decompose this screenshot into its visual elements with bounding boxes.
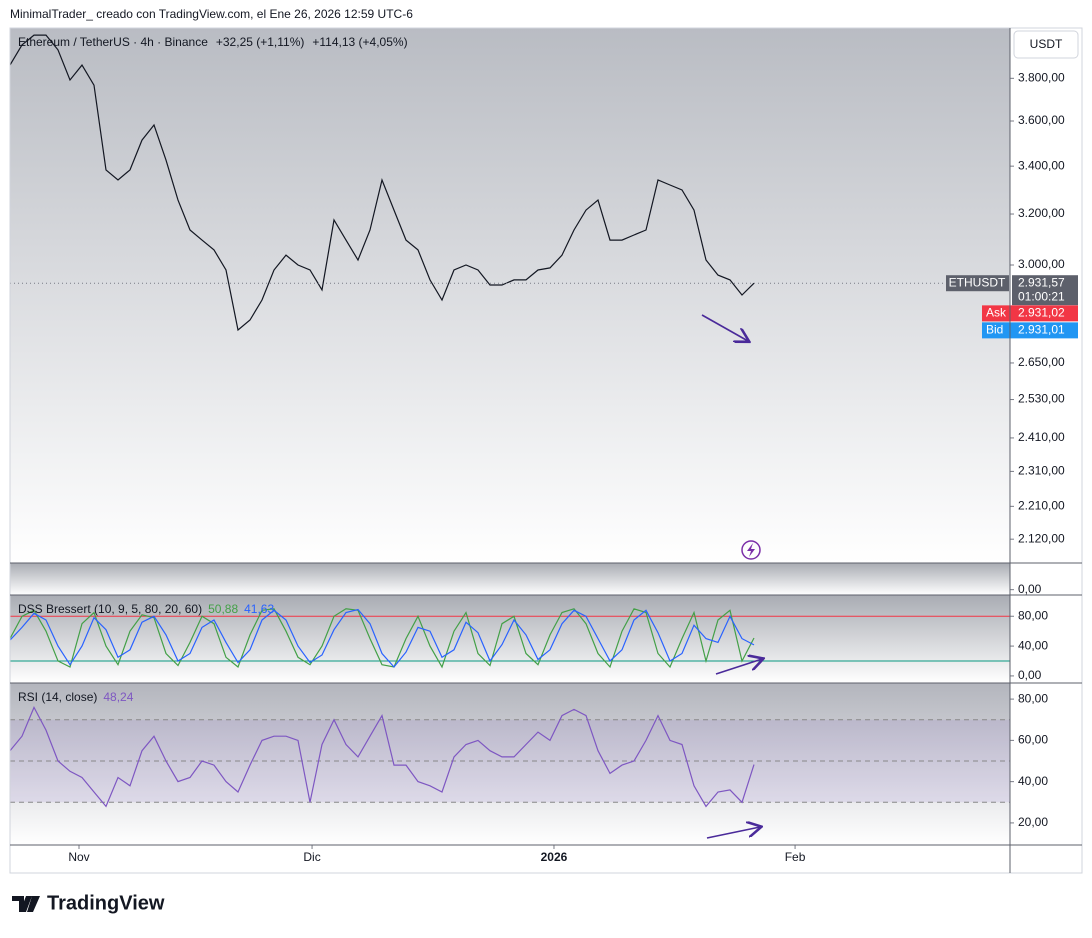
legend-value: 41,63 bbox=[244, 602, 274, 616]
empty-pane bbox=[10, 563, 1010, 595]
y-tick-label: 3.800,00 bbox=[1018, 70, 1065, 84]
x-tick-label: Nov bbox=[68, 850, 89, 864]
ask-box bbox=[982, 305, 1078, 322]
brand-name: TradingView bbox=[47, 892, 165, 914]
pane-title: DSS Bressert (10, 9, 5, 80, 20, 60) bbox=[18, 602, 202, 616]
annotation-arrow bbox=[706, 827, 760, 839]
series-line bbox=[9, 705, 755, 808]
y-tick-label: 3.400,00 bbox=[1018, 158, 1065, 172]
price-change: +114,13 (+4,05%) bbox=[312, 35, 407, 49]
brand-logo bbox=[12, 896, 40, 912]
pane-legend: Ethereum / TetherUS · 4h · Binance +32,25… bbox=[18, 35, 408, 49]
alert-bolt bbox=[747, 543, 755, 557]
y-tick-label: 20,00 bbox=[1018, 815, 1048, 829]
legend-value: 48,24 bbox=[103, 690, 133, 704]
annotation-arrow bbox=[715, 659, 762, 675]
symbol-tag bbox=[946, 275, 1009, 292]
price-pane bbox=[10, 28, 1010, 563]
x-tick-label: 2026 bbox=[541, 850, 568, 864]
series-line bbox=[9, 608, 755, 668]
y-tick-label: 40,00 bbox=[1018, 774, 1048, 788]
y-tick-label: 3.000,00 bbox=[1018, 257, 1065, 271]
price-change: +32,25 (+1,11%) bbox=[216, 35, 305, 49]
y-tick-label: 80,00 bbox=[1018, 691, 1048, 705]
last-price-box bbox=[1012, 275, 1078, 306]
y-tick-label: 0,00 bbox=[1018, 668, 1042, 682]
symbol-tag-text: ETHUSDT bbox=[949, 275, 1006, 289]
y-tick-label: 3.200,00 bbox=[1018, 206, 1065, 220]
bid-name: Bid bbox=[986, 323, 1003, 337]
y-tick-label: 2.530,00 bbox=[1018, 392, 1065, 406]
marks: Nov Dic 2026 Feb 3.800,00 3.600,00 3.400,00 3.2… bbox=[9, 34, 1078, 864]
series-line bbox=[9, 608, 755, 669]
countdown: 01:00:21 bbox=[1018, 289, 1065, 303]
ask-name: Ask bbox=[986, 306, 1007, 320]
rsi-pane bbox=[10, 683, 1010, 845]
x-tick-label: Feb bbox=[785, 850, 806, 864]
currency-label: USDT bbox=[1030, 37, 1063, 51]
y-tick-label: 40,00 bbox=[1018, 638, 1048, 652]
pane-title: Ethereum / TetherUS · 4h · Binance bbox=[18, 35, 208, 49]
pane-title: RSI (14, close) bbox=[18, 690, 97, 704]
y-tick-label: 0,00 bbox=[1018, 582, 1042, 596]
y-tick-label: 3.600,00 bbox=[1018, 113, 1065, 127]
x-tick-label: Dic bbox=[303, 850, 320, 864]
last-price-label: 2.931,57 bbox=[1018, 275, 1065, 289]
y-tick-label: 2.410,00 bbox=[1018, 430, 1065, 444]
frame bbox=[9, 27, 1083, 874]
alert-icon[interactable] bbox=[741, 540, 761, 560]
bid-box bbox=[982, 322, 1078, 339]
y-tick-label: 2.210,00 bbox=[1018, 499, 1065, 513]
y-tick-label: 2.120,00 bbox=[1018, 531, 1065, 545]
caption: MinimalTrader_ creado con TradingView.co… bbox=[10, 7, 413, 21]
series-line bbox=[9, 34, 755, 332]
y-tick-label: 80,00 bbox=[1018, 608, 1048, 622]
legend-value: 50,88 bbox=[208, 602, 238, 616]
pane-legend: RSI (14, close) 48,24 bbox=[18, 690, 134, 704]
y-tick-label: 2.310,00 bbox=[1018, 464, 1065, 478]
currency-button[interactable] bbox=[1013, 30, 1079, 59]
y-tick-label: 2.650,00 bbox=[1018, 355, 1065, 369]
dss-pane bbox=[10, 595, 1010, 683]
annotation-arrow bbox=[701, 314, 748, 341]
y-tick-label: 60,00 bbox=[1018, 733, 1048, 747]
ask-label: 2.931,02 bbox=[1018, 306, 1065, 320]
pane-legend: DSS Bressert (10, 9, 5, 80, 20, 60) 50,88… bbox=[18, 602, 274, 616]
bid-label: 2.931,01 bbox=[1018, 323, 1065, 337]
